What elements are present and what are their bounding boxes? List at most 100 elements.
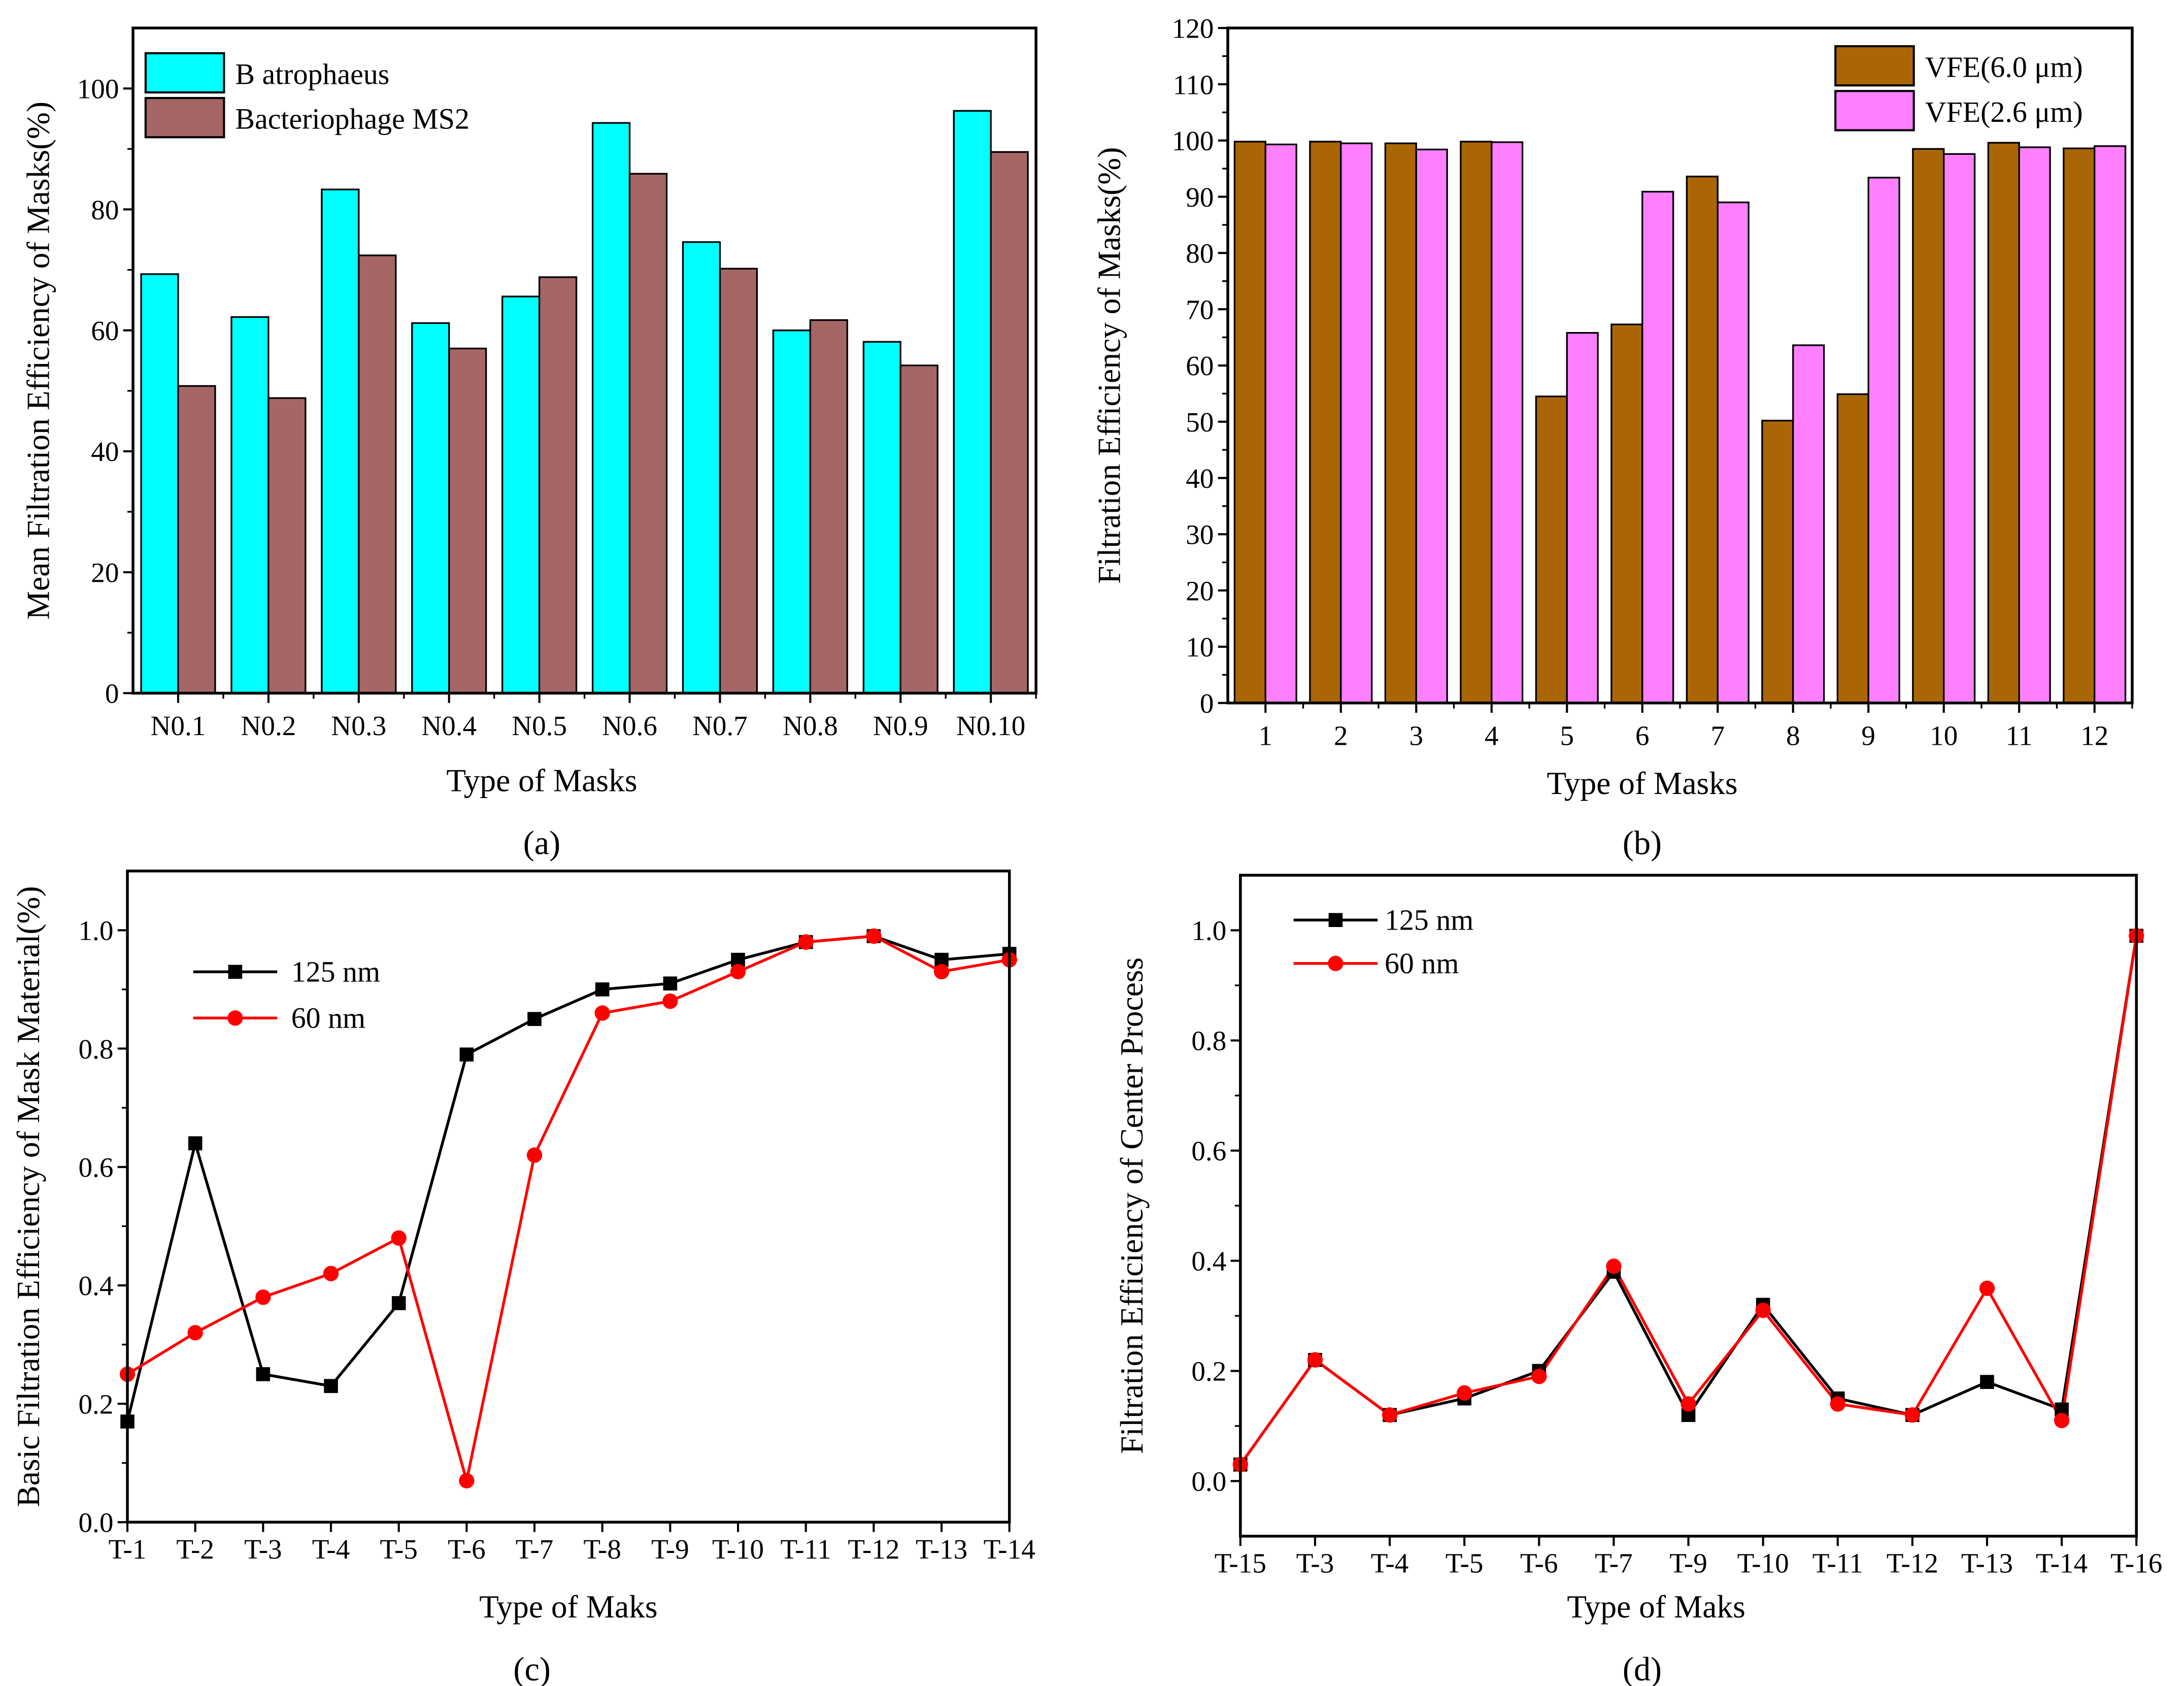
bar-6-series-2 [1641,190,1674,704]
point-T-6-series-2 [459,1473,475,1489]
bar-N0.10-series-1 [953,110,992,695]
bar-9-series-2 [1867,177,1900,704]
x-tick-label: T-13 [916,1534,967,1565]
y-tick-label: 1.0 [1191,915,1226,946]
x-tick-label: T-15 [1215,1548,1266,1579]
line-series-1 [1239,935,2138,1466]
y-tick-label: 40 [1186,463,1214,494]
point-T-5-series-2 [1457,1385,1472,1401]
x-tick-label: 12 [2080,720,2108,751]
bar-9-series-1 [1836,393,1869,704]
x-tick-label: N0.6 [602,710,657,741]
y-tick-label: 80 [91,194,119,225]
legend-label: Bacteriophage MS2 [235,103,469,136]
point-T-11-series-2 [1830,1396,1845,1412]
plot-frame [126,869,1011,1524]
y-tick-label: 40 [91,436,119,467]
bar-3-series-2 [1415,148,1448,704]
legend-label: B atrophaeus [235,57,389,90]
panel-caption: (a) [523,825,560,862]
x-axis-title: Type of Masks [1547,765,1737,801]
x-tick-label: N0.4 [421,710,477,741]
legend-marker [1328,955,1343,971]
panel-caption: (d) [1623,1651,1662,1686]
x-tick-label: T-10 [1737,1548,1789,1579]
x-tick-label: N0.10 [956,710,1025,741]
point-T-13-series-2 [933,964,950,980]
y-tick-label: 50 [1186,407,1214,438]
y-tick-label: 0.8 [78,1034,113,1065]
bar-N0.2-series-1 [230,316,270,695]
bar-N0.2-series-2 [267,397,307,695]
bar-8-series-2 [1792,344,1825,704]
line-series-2 [1239,935,2138,1466]
y-tick-label: 100 [1172,125,1214,156]
bar-10-series-1 [1912,148,1945,704]
y-tick-label: 0.0 [78,1507,113,1538]
y-tick-label: 10 [1186,632,1214,663]
bar-N0.8-series-1 [772,329,812,695]
bar-1-series-2 [1264,143,1297,704]
bar-5-series-2 [1566,332,1599,704]
point-T-9-series-2 [1681,1396,1696,1412]
x-tick-label: T-7 [1595,1548,1633,1579]
x-tick-label: 7 [1710,720,1725,751]
legend-label: 125 nm [291,955,380,988]
y-tick-label: 90 [1186,182,1214,213]
x-tick-label: 5 [1560,720,1574,751]
y-axis-title: Filtration Efficiency of Masks(%) [1091,147,1127,584]
y-tick-label: 60 [1186,350,1214,381]
point-T-5-series-2 [391,1230,407,1246]
x-tick-label: T-5 [1446,1548,1484,1579]
bar-12-series-2 [2094,145,2127,704]
y-tick-label: 0.4 [1191,1246,1226,1277]
x-tick-label: T-2 [176,1534,214,1565]
y-tick-label: 0.6 [1191,1136,1226,1167]
point-T-3-series-2 [255,1290,271,1305]
legend-label: VFE(6.0 μm) [1925,51,2083,84]
y-tick-label: 0.0 [1191,1466,1226,1497]
bar-7-series-1 [1686,176,1719,704]
point-T-8-series-1 [595,982,610,997]
x-tick-label: T-10 [712,1534,764,1565]
legend: 125 nm 60 nm [193,955,380,1035]
bar-N0.4-series-1 [411,322,450,695]
bar-N0.6-series-1 [591,122,631,695]
bar-12-series-1 [2063,147,2096,704]
x-tick-label: 4 [1485,720,1499,751]
point-T-12-series-2 [1904,1407,1921,1423]
y-tick-label: 0.6 [78,1152,113,1183]
x-tick-label: N0.7 [692,710,748,741]
bar-N0.6-series-2 [628,173,668,695]
x-tick-label: N0.9 [873,710,928,741]
x-tick-label: T-6 [448,1534,486,1565]
bar-N0.3-series-2 [358,254,397,695]
point-T-2-series-1 [188,1136,203,1150]
bar-N0.1-series-2 [177,385,216,695]
y-tick-label: 0.8 [1191,1026,1226,1056]
point-T-9-series-1 [663,976,678,990]
point-T-7-series-2 [526,1147,543,1163]
bar-N0.10-series-2 [990,151,1029,695]
x-tick-label: 2 [1334,720,1348,751]
y-tick-label: 60 [91,315,119,346]
legend-label: 125 nm [1385,904,1473,937]
y-tick-label: 20 [1186,575,1214,606]
x-tick-label: T-3 [244,1534,282,1565]
point-T-6-series-1 [459,1047,474,1062]
bar-2-series-2 [1340,142,1373,704]
x-tick-label: T-8 [583,1534,621,1565]
legend-marker [1328,913,1343,927]
x-axis-title: Type of Masks [446,762,637,798]
x-tick-label: T-7 [516,1534,554,1565]
bar-N0.7-series-2 [719,268,758,695]
y-tick-label: 0 [1200,688,1214,719]
legend-marker [228,965,243,979]
point-T-7-series-1 [527,1012,542,1026]
x-tick-label: T-4 [1371,1548,1409,1579]
legend-swatch [1834,45,1915,87]
bar-N0.8-series-2 [809,319,848,695]
bar-11-series-2 [2018,146,2051,704]
x-tick-label: T-3 [1296,1548,1334,1579]
